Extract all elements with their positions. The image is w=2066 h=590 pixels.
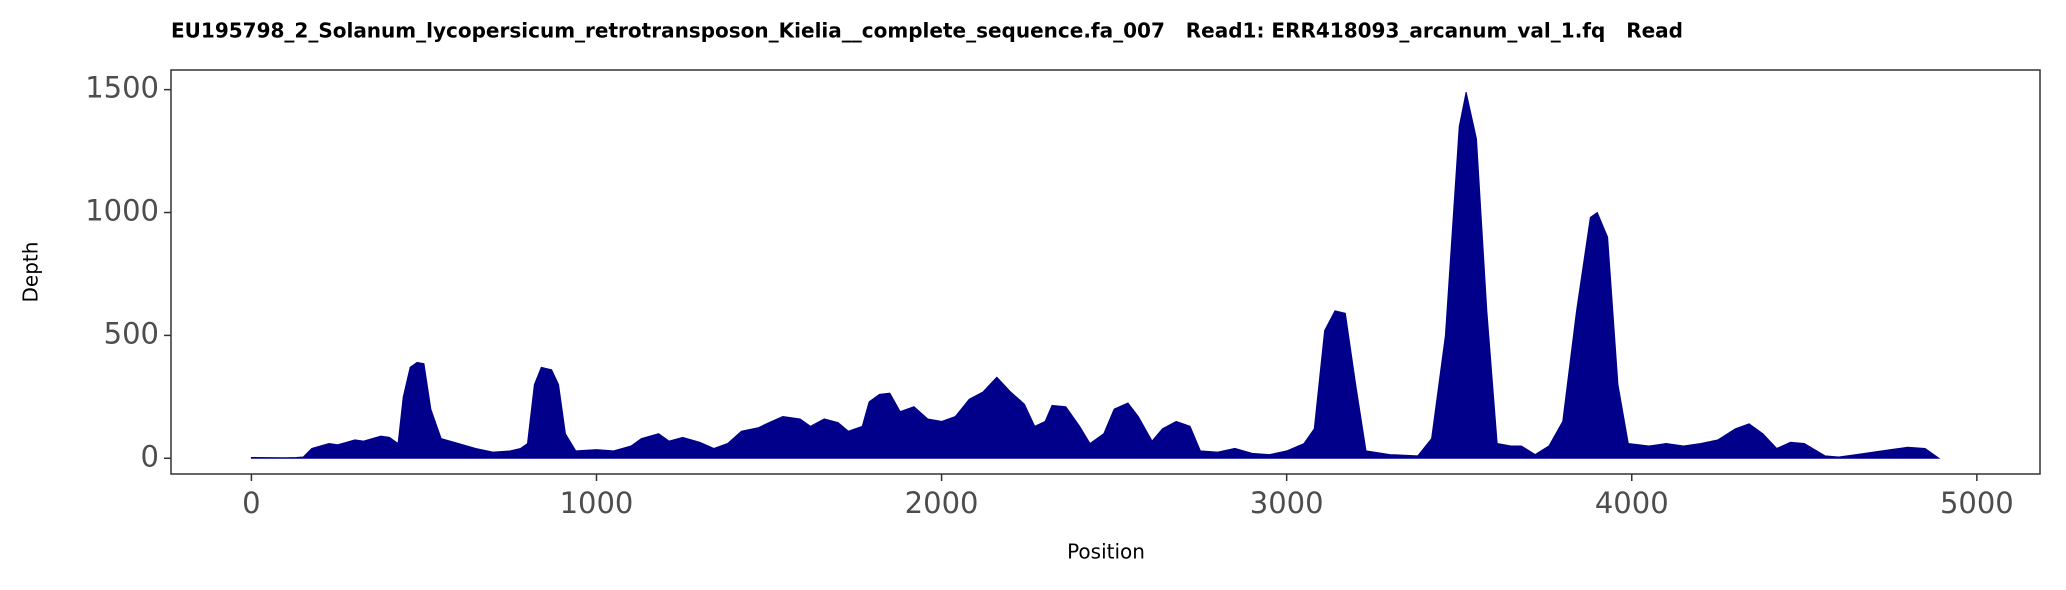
- x-tick-label: 5000: [1940, 486, 2014, 520]
- y-tick-label: 500: [104, 316, 159, 350]
- chart-title: EU195798_2_Solanum_lycopersicum_retrotra…: [171, 19, 1683, 43]
- y-tick-label: 0: [141, 439, 159, 473]
- y-tick-label: 1500: [85, 71, 159, 105]
- depth-area: [250, 92, 1941, 459]
- x-tick-label: 2000: [905, 486, 979, 520]
- x-tick-label: 4000: [1595, 486, 1669, 520]
- y-axis-title: Depth: [19, 242, 43, 303]
- y-tick-label: 1000: [85, 194, 159, 228]
- x-tick-label: 3000: [1250, 486, 1324, 520]
- plot-border: [170, 69, 2041, 475]
- x-axis-title: Position: [1067, 540, 1145, 564]
- x-tick-label: 0: [242, 486, 260, 520]
- x-tick-label: 1000: [560, 486, 634, 520]
